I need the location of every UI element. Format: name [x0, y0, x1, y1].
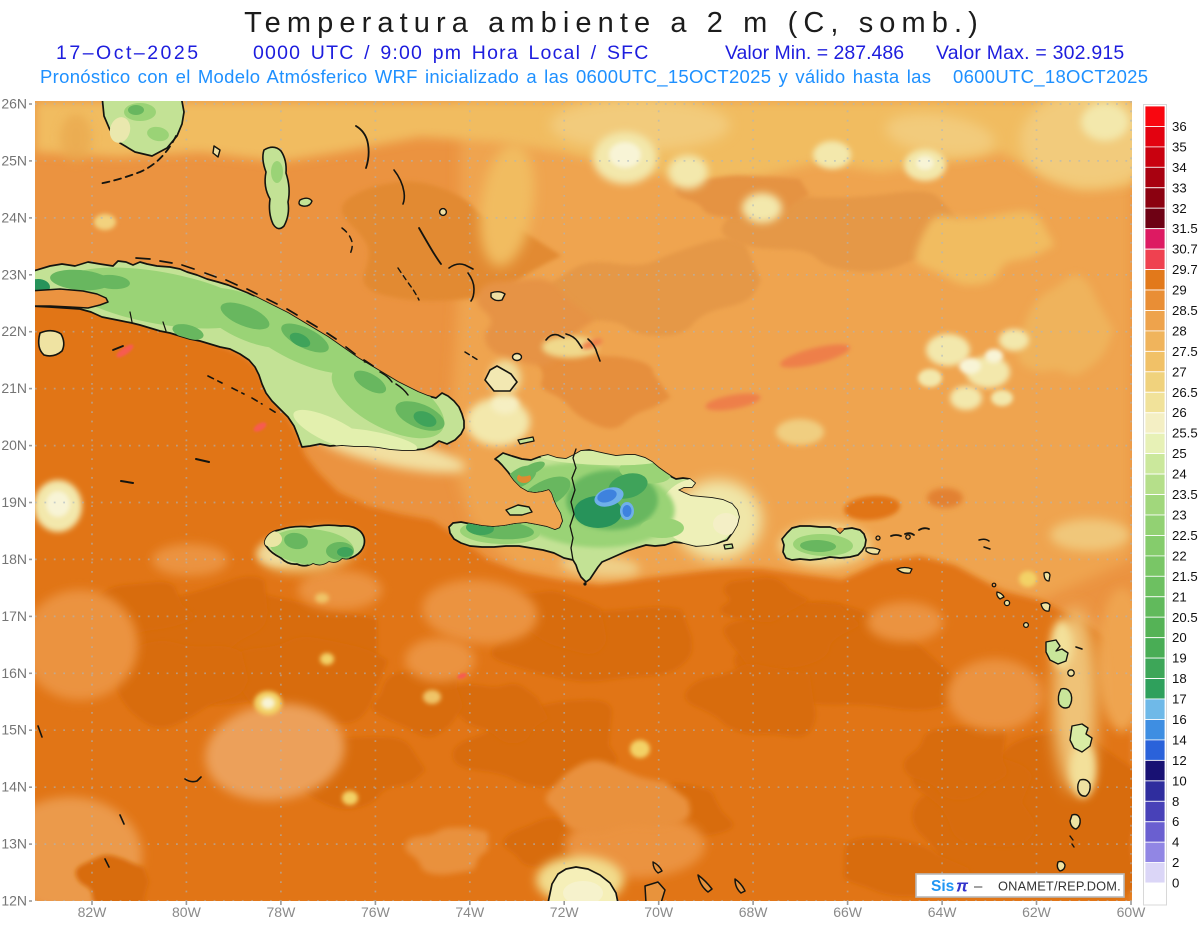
- svg-text:8: 8: [1172, 794, 1179, 809]
- svg-text:2: 2: [1172, 855, 1179, 870]
- svg-text:36: 36: [1172, 119, 1187, 134]
- svg-text:22.5: 22.5: [1172, 528, 1198, 543]
- svg-text:29.7: 29.7: [1172, 262, 1198, 277]
- svg-text:25N: 25N: [1, 152, 27, 168]
- svg-text:76W: 76W: [361, 904, 391, 920]
- svg-text:20: 20: [1172, 630, 1187, 645]
- svg-text:15N: 15N: [1, 722, 27, 738]
- svg-text:21.5: 21.5: [1172, 569, 1198, 584]
- svg-text:24: 24: [1172, 467, 1187, 482]
- svg-text:19: 19: [1172, 651, 1187, 666]
- svg-text:82W: 82W: [78, 904, 108, 920]
- svg-text:12N: 12N: [1, 893, 27, 909]
- svg-text:24N: 24N: [1, 209, 27, 225]
- svg-text:20.5: 20.5: [1172, 610, 1198, 625]
- svg-text:26N: 26N: [1, 96, 27, 112]
- svg-text:21: 21: [1172, 589, 1187, 604]
- svg-text:30.7: 30.7: [1172, 242, 1198, 257]
- svg-text:27: 27: [1172, 364, 1187, 379]
- svg-text:12: 12: [1172, 753, 1187, 768]
- svg-text:ONAMET/REP.DOM.: ONAMET/REP.DOM.: [998, 879, 1121, 894]
- svg-text:4: 4: [1172, 835, 1179, 850]
- svg-text:26: 26: [1172, 405, 1187, 420]
- svg-text:23: 23: [1172, 508, 1187, 523]
- svg-text:10: 10: [1172, 773, 1187, 788]
- svg-text:28.5: 28.5: [1172, 303, 1198, 318]
- svg-text:25.5: 25.5: [1172, 426, 1198, 441]
- svg-text:17: 17: [1172, 692, 1187, 707]
- svg-text:66W: 66W: [833, 904, 863, 920]
- svg-text:72W: 72W: [550, 904, 580, 920]
- svg-text:13N: 13N: [1, 836, 27, 852]
- svg-text:17N: 17N: [1, 608, 27, 624]
- svg-text:Sis: Sis: [931, 878, 954, 895]
- svg-text:62W: 62W: [1022, 904, 1052, 920]
- svg-text:28: 28: [1172, 323, 1187, 338]
- svg-text:34: 34: [1172, 160, 1187, 175]
- svg-text:70W: 70W: [644, 904, 674, 920]
- svg-text:23.5: 23.5: [1172, 487, 1198, 502]
- svg-text:32: 32: [1172, 201, 1187, 216]
- svg-text:80W: 80W: [172, 904, 202, 920]
- svg-text:33: 33: [1172, 180, 1187, 195]
- svg-text:18: 18: [1172, 671, 1187, 686]
- svg-text:16: 16: [1172, 712, 1187, 727]
- svg-text:π: π: [956, 877, 969, 896]
- svg-text:20N: 20N: [1, 437, 27, 453]
- svg-text:22: 22: [1172, 548, 1187, 563]
- svg-text:60W: 60W: [1117, 904, 1147, 920]
- svg-text:18N: 18N: [1, 551, 27, 567]
- svg-text:27.5: 27.5: [1172, 344, 1198, 359]
- svg-text:14: 14: [1172, 732, 1187, 747]
- svg-text:74W: 74W: [455, 904, 485, 920]
- svg-text:22N: 22N: [1, 323, 27, 339]
- svg-text:26.5: 26.5: [1172, 385, 1198, 400]
- svg-text:78W: 78W: [267, 904, 297, 920]
- svg-text:14N: 14N: [1, 779, 27, 795]
- svg-text:29: 29: [1172, 283, 1187, 298]
- svg-text:21N: 21N: [1, 380, 27, 396]
- svg-text:23N: 23N: [1, 266, 27, 282]
- svg-text:19N: 19N: [1, 494, 27, 510]
- svg-text:31.5: 31.5: [1172, 221, 1198, 236]
- svg-text:0: 0: [1172, 876, 1179, 891]
- svg-text:6: 6: [1172, 814, 1179, 829]
- svg-text:35: 35: [1172, 139, 1187, 154]
- svg-text:25: 25: [1172, 446, 1187, 461]
- svg-text:16N: 16N: [1, 665, 27, 681]
- svg-text:–: –: [974, 878, 983, 895]
- svg-text:64W: 64W: [928, 904, 958, 920]
- svg-text:68W: 68W: [739, 904, 769, 920]
